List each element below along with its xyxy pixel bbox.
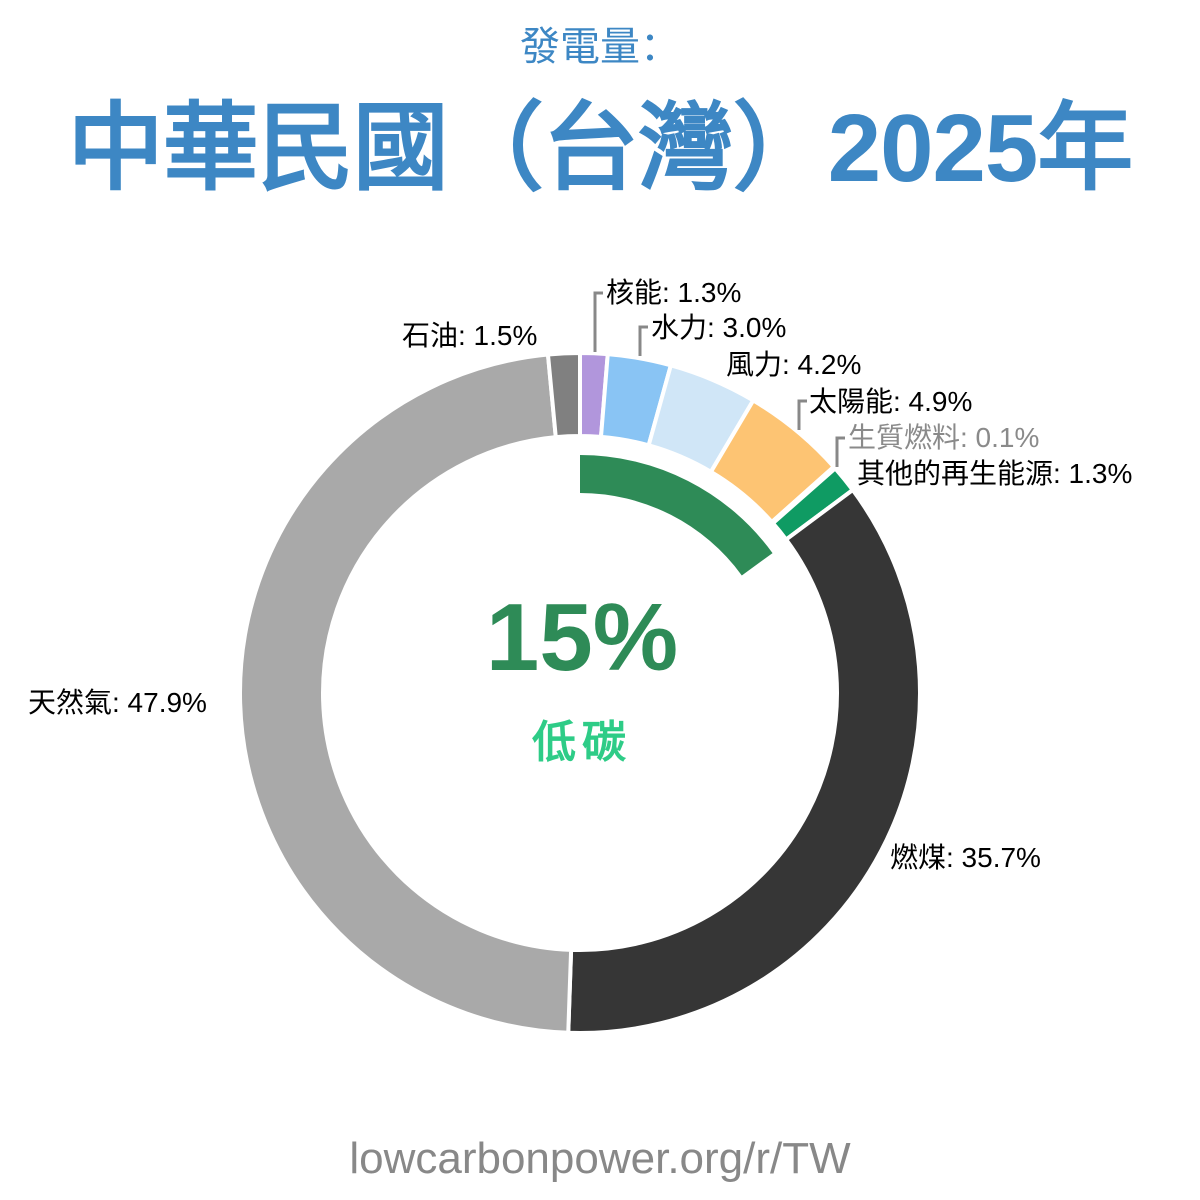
slice-8	[237, 352, 574, 1035]
label-wind: 風力: 4.2%	[726, 349, 861, 380]
label-oil: 石油: 1.5%	[402, 320, 537, 351]
donut-slices	[237, 350, 922, 1035]
label-coal: 燃煤: 35.7%	[890, 842, 1041, 873]
leader-line-hydro	[638, 325, 648, 356]
label-gas: 天然氣: 47.9%	[28, 687, 207, 718]
leader-line-nuclear	[593, 291, 603, 352]
label-biomass: 生質燃料: 0.1%	[848, 422, 1039, 453]
low-carbon-arc-path	[580, 455, 773, 576]
label-other-renewables: 其他的再生能源: 1.3%	[857, 458, 1132, 489]
source-url: lowcarbonpower.org/r/TW	[349, 1134, 851, 1183]
label-nuclear: 核能: 1.3%	[606, 277, 741, 308]
leader-lines	[593, 291, 845, 467]
label-hydro: 水力: 3.0%	[651, 312, 786, 343]
chart-title: 中華民國（台灣）2025年	[67, 95, 1134, 202]
low-carbon-percent: 15%	[486, 584, 678, 691]
leader-line-biomass	[835, 436, 845, 467]
label-solar: 太陽能: 4.9%	[809, 386, 972, 417]
low-carbon-label: 低碳	[532, 718, 632, 767]
slice-9	[545, 350, 582, 440]
chart-subtitle: 發電量：	[520, 25, 680, 69]
low-carbon-arc	[580, 455, 773, 576]
slice-7	[566, 487, 922, 1035]
leader-line-solar	[797, 399, 807, 430]
